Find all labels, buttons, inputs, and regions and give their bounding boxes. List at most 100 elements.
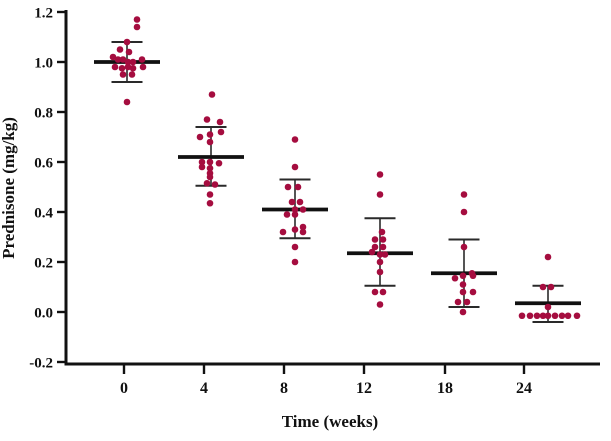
data-point — [133, 23, 141, 31]
data-point — [376, 251, 384, 258]
data-point — [123, 38, 131, 46]
y-tick-label: 0.6 — [34, 156, 53, 172]
data-point — [459, 308, 467, 316]
data-point — [138, 56, 146, 63]
y-tick-label: 1.0 — [34, 56, 53, 72]
data-point — [547, 283, 555, 291]
data-point — [123, 98, 131, 106]
data-point — [111, 63, 119, 71]
data-point — [463, 298, 471, 306]
data-point — [376, 191, 384, 198]
data-point — [288, 198, 296, 206]
data-point — [368, 248, 376, 256]
x-axis-title: Time (weeks) — [282, 412, 378, 431]
data-point — [116, 46, 124, 53]
data-point — [564, 312, 572, 320]
y-axis-title: Prednisone (mg/kg) — [0, 117, 18, 259]
data-point — [379, 236, 387, 243]
data-point — [296, 198, 304, 206]
x-tick-label: 24 — [516, 380, 532, 397]
data-point — [551, 312, 559, 320]
data-point — [206, 164, 214, 172]
data-point — [128, 71, 136, 78]
data-point — [469, 288, 477, 296]
data-point — [379, 243, 387, 251]
data-point — [299, 228, 307, 236]
data-point — [206, 173, 214, 181]
data-point — [469, 272, 477, 280]
data-point — [381, 251, 389, 258]
data-point — [206, 199, 214, 207]
data-point — [133, 16, 141, 23]
data-point — [378, 228, 386, 236]
data-point — [198, 158, 206, 166]
data-point — [215, 159, 223, 167]
data-point — [459, 288, 467, 296]
data-point — [376, 268, 384, 276]
data-point — [291, 211, 299, 218]
data-point — [206, 191, 214, 198]
data-point — [459, 272, 467, 280]
data-point — [460, 208, 468, 216]
data-point — [291, 258, 299, 266]
data-point — [379, 288, 387, 296]
data-point — [206, 131, 214, 138]
data-point — [118, 64, 126, 72]
data-point — [119, 71, 127, 78]
data-point — [376, 301, 384, 308]
data-point — [119, 56, 127, 63]
y-tick-label: -0.2 — [29, 356, 53, 372]
data-point — [217, 128, 225, 136]
data-point — [558, 312, 566, 320]
data-point — [139, 63, 147, 71]
data-points-layer — [109, 16, 581, 320]
x-tick-label: 18 — [437, 380, 453, 397]
data-point — [291, 206, 299, 213]
data-point — [198, 163, 206, 171]
data-point — [544, 303, 552, 311]
data-point — [376, 258, 384, 266]
y-tick-label: 0.0 — [34, 306, 53, 322]
data-point — [211, 181, 219, 188]
data-point — [371, 236, 379, 243]
chart-axes: 1.2 1.0 0.8 0.6 0.4 0.2 0.0 -0.2 0 4 8 12 18 24 — [29, 6, 600, 397]
data-point — [518, 312, 526, 320]
data-point — [533, 312, 541, 320]
data-point — [124, 58, 132, 66]
data-point — [460, 191, 468, 198]
data-point — [294, 183, 302, 191]
data-point — [203, 116, 211, 123]
data-point — [454, 298, 462, 306]
y-tick-label: 1.2 — [34, 6, 53, 22]
data-point — [539, 283, 547, 291]
data-point — [371, 243, 379, 251]
data-point — [460, 243, 468, 251]
data-point — [124, 63, 132, 71]
data-point — [216, 118, 224, 126]
data-point — [279, 228, 287, 236]
error-bars-layer — [94, 41, 581, 323]
data-point — [125, 48, 133, 56]
data-point — [109, 53, 117, 61]
data-point — [299, 223, 307, 231]
data-point — [114, 56, 122, 63]
data-point — [206, 138, 214, 146]
data-point — [129, 64, 137, 72]
data-point — [376, 171, 384, 178]
data-point — [539, 312, 547, 320]
data-point — [196, 133, 204, 141]
y-tick-label: 0.4 — [34, 206, 53, 222]
data-point — [544, 312, 552, 320]
data-point — [208, 91, 216, 98]
data-point — [544, 253, 552, 261]
data-point — [291, 226, 299, 233]
data-point — [299, 206, 307, 213]
x-tick-label: 12 — [356, 380, 372, 397]
data-point — [451, 274, 459, 282]
data-point — [129, 58, 137, 66]
x-tick-label: 4 — [200, 380, 208, 397]
y-tick-label: 0.2 — [34, 256, 53, 272]
data-point — [573, 312, 581, 320]
y-tick-label: 0.8 — [34, 106, 53, 122]
